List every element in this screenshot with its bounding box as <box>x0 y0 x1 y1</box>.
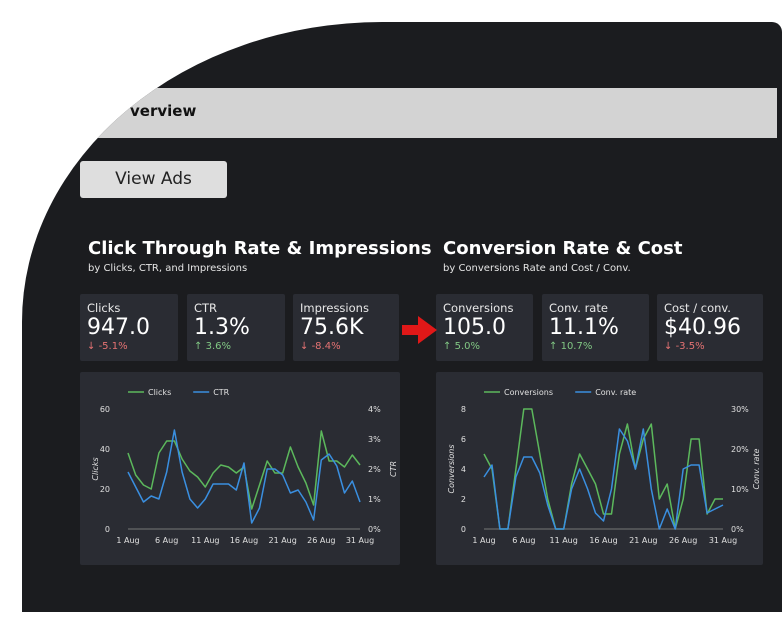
scorecard-label: Clicks <box>87 301 121 315</box>
x-tick-label: 16 Aug <box>230 536 258 545</box>
x-tick-label: 26 Aug <box>669 536 697 545</box>
y2-tick-label: 20% <box>731 445 749 454</box>
x-tick-label: 6 Aug <box>512 536 535 545</box>
scorecard-delta: ↑ 3.6% <box>194 341 231 352</box>
scorecard-delta: ↑ 10.7% <box>549 341 593 352</box>
series-line-conversions <box>483 408 723 530</box>
scorecard-clicks[interactable]: Clicks 947.0 ↓ -5.1% <box>80 294 178 361</box>
series-line-conv-rate <box>483 428 724 530</box>
arrow-up-icon: ↑ <box>549 341 558 352</box>
arrow-up-icon: ↑ <box>443 341 452 352</box>
x-tick-label: 6 Aug <box>155 536 178 545</box>
y2-tick-label: 4% <box>368 405 381 414</box>
legend-label: Conversions <box>504 388 553 397</box>
x-tick-label: 11 Aug <box>549 536 577 545</box>
scorecard-conv-rate[interactable]: Conv. rate 11.1% ↑ 10.7% <box>542 294 649 361</box>
y-tick-label: 40 <box>100 445 110 454</box>
y2-tick-label: 0% <box>368 525 381 534</box>
y2-tick-label: 1% <box>368 495 381 504</box>
scorecard-value: 11.1% <box>549 315 619 340</box>
chart-conversions-rate[interactable]: 0 2 4 6 8 0% 10% 20% 30% 1 Aug 6 Aug 11 Aug 16 Aug 21… <box>436 372 763 565</box>
x-tick-label: 21 Aug <box>268 536 296 545</box>
scorecard-delta: ↑ 5.0% <box>443 341 480 352</box>
arrow-down-icon: ↓ <box>87 341 96 352</box>
y2-tick-label: 2% <box>368 465 381 474</box>
scorecard-delta: ↓ -3.5% <box>664 341 705 352</box>
x-tick-label: 11 Aug <box>191 536 219 545</box>
series-line-clicks <box>127 430 361 510</box>
y2-tick-label: 0% <box>731 525 744 534</box>
y2-axis-label: Conv. rate <box>752 448 761 489</box>
red-arrow-shape <box>402 316 437 344</box>
section-title-ctr: Click Through Rate & Impressions <box>88 238 432 259</box>
chart-clicks-ctr[interactable]: 0 20 40 60 0% 1% 2% 3% 4% 1 Aug 6 Aug 11 Aug 16 Aug 2… <box>80 372 400 565</box>
x-tick-label: 26 Aug <box>307 536 335 545</box>
arrow-down-icon: ↓ <box>664 341 673 352</box>
arrow-down-icon: ↓ <box>300 341 309 352</box>
y2-tick-label: 3% <box>368 435 381 444</box>
legend-label: CTR <box>213 388 229 397</box>
arrow-up-icon: ↑ <box>194 341 203 352</box>
y-tick-label: 20 <box>100 485 110 494</box>
section-subtitle-ctr: by Clicks, CTR, and Impressions <box>88 263 248 274</box>
dashboard-screen: verview View Ads Click Through Rate & Im… <box>22 22 782 612</box>
page-header-bar: verview <box>22 88 777 138</box>
chart-clicks-ctr-svg: 0 20 40 60 0% 1% 2% 3% 4% 1 Aug 6 Aug 11 Aug 16 Aug 2… <box>91 388 398 545</box>
legend-label: Conv. rate <box>595 388 636 397</box>
scorecard-value: $40.96 <box>664 315 741 340</box>
y-tick-label: 0 <box>461 525 466 534</box>
scorecard-impressions[interactable]: Impressions 75.6K ↓ -8.4% <box>293 294 399 361</box>
scorecard-delta: ↓ -8.4% <box>300 341 341 352</box>
scorecard-value: 105.0 <box>443 315 506 340</box>
y-tick-label: 6 <box>461 435 466 444</box>
view-ads-button[interactable]: View Ads <box>80 161 227 198</box>
x-tick-label: 31 Aug <box>709 536 737 545</box>
y2-axis-label: CTR <box>389 461 398 477</box>
scorecard-delta: ↓ -5.1% <box>87 341 128 352</box>
series-line-ctr <box>127 429 361 524</box>
scorecard-label: Cost / conv. <box>664 301 731 315</box>
scorecard-conversions[interactable]: Conversions 105.0 ↑ 5.0% <box>436 294 533 361</box>
y-tick-label: 0 <box>105 525 110 534</box>
scorecard-value: 947.0 <box>87 315 150 340</box>
y-tick-label: 60 <box>100 405 110 414</box>
y2-tick-label: 10% <box>731 485 749 494</box>
scorecard-label: Conversions <box>443 301 514 315</box>
red-arrow-icon <box>402 316 437 344</box>
y-axis-label: Conversions <box>447 444 456 493</box>
scorecard-cost-per-conv[interactable]: Cost / conv. $40.96 ↓ -3.5% <box>657 294 763 361</box>
y-tick-label: 8 <box>461 405 466 414</box>
scorecard-label: Conv. rate <box>549 301 608 315</box>
scorecard-value: 1.3% <box>194 315 250 340</box>
section-title-conversion: Conversion Rate & Cost <box>443 238 683 259</box>
scorecard-label: CTR <box>194 301 218 315</box>
legend-label: Clicks <box>148 388 171 397</box>
y2-tick-label: 30% <box>731 405 749 414</box>
x-tick-label: 1 Aug <box>472 536 495 545</box>
x-tick-label: 21 Aug <box>629 536 657 545</box>
scorecard-label: Impressions <box>300 301 369 315</box>
section-subtitle-conversion: by Conversions Rate and Cost / Conv. <box>443 263 631 274</box>
x-tick-label: 16 Aug <box>589 536 617 545</box>
page-title: verview <box>130 102 197 120</box>
scorecard-value: 75.6K <box>300 315 364 340</box>
y-axis-label: Clicks <box>91 457 100 480</box>
y-tick-label: 4 <box>461 465 466 474</box>
scorecard-ctr[interactable]: CTR 1.3% ↑ 3.6% <box>187 294 285 361</box>
x-tick-label: 1 Aug <box>116 536 139 545</box>
y-tick-label: 2 <box>461 495 466 504</box>
chart-conversions-rate-svg: 0 2 4 6 8 0% 10% 20% 30% 1 Aug 6 Aug 11 Aug 16 Aug 21… <box>447 388 761 545</box>
x-tick-label: 31 Aug <box>346 536 374 545</box>
